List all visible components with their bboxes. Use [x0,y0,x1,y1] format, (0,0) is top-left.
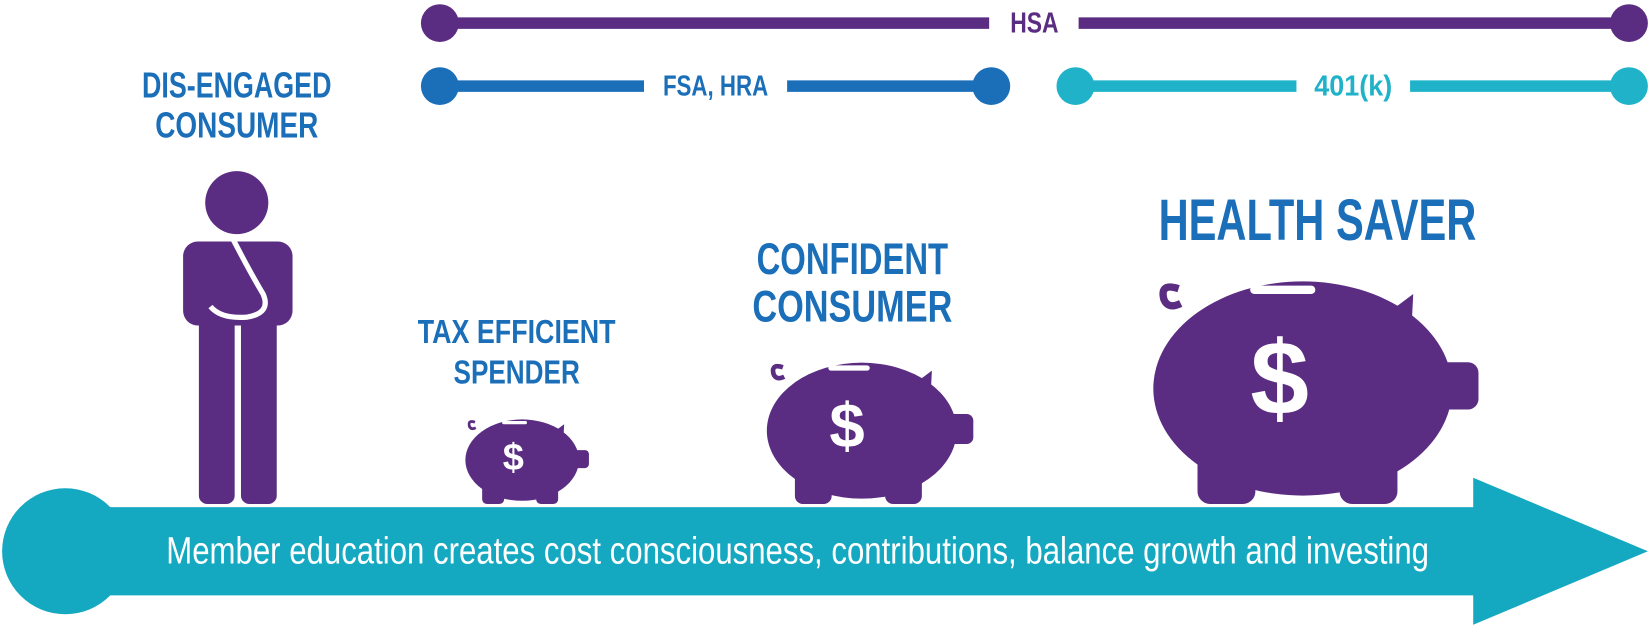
stage-label: SPENDER [454,355,580,392]
pig-icon: $ [1153,281,1478,504]
account-label: FSA, HRA [663,71,768,103]
banner-text: Member education creates cost consciousn… [166,530,1429,572]
stage-label: TAX EFFICIENT [418,314,616,351]
stage-label: CONFIDENT [757,235,949,284]
person-icon [183,171,293,504]
pig-icon: $ [463,418,591,506]
stage-label: DIS-ENGAGED [142,66,331,106]
account-label: 401(k) [1314,71,1392,103]
stage-label: CONSUMER [155,106,318,146]
pig-icon: $ [767,363,973,504]
pig-symbol: $ [829,391,864,461]
account-label: HSA [1010,8,1058,40]
pig-symbol: $ [1250,320,1309,437]
stage-label: CONSUMER [752,282,952,331]
hsa-line [420,4,1648,42]
fsa-hra-line [420,67,1011,105]
stage-label: HEALTH SAVER [1159,188,1477,253]
pig-symbol: $ [503,437,524,479]
401k-line [1056,67,1648,105]
banner-arrow [2,477,1648,625]
